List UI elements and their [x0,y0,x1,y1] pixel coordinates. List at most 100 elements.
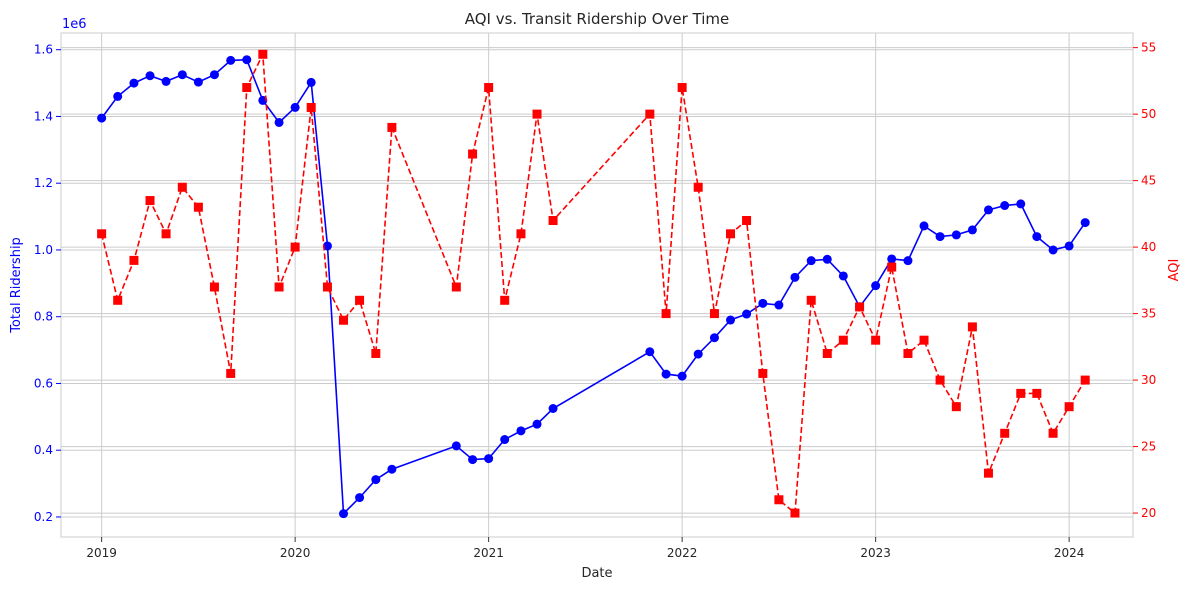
x-tick-label: 2020 [280,546,311,560]
y-right-tick-label: 30 [1141,373,1156,387]
aqi-point [726,229,736,239]
y-left-tick-label: 1.2 [34,176,53,190]
ridership-point [193,77,203,87]
ridership-point [774,300,784,310]
aqi-point [790,508,800,518]
y-right-tick-label: 20 [1141,506,1156,520]
ridership-point [645,347,655,357]
aqi-point [677,83,687,93]
ridership-point [484,454,494,464]
aqi-point [387,122,397,132]
aqi-point [129,255,139,265]
aqi-point [548,216,558,226]
ridership-point [1016,199,1026,209]
grid [61,33,1133,537]
aqi-point [1000,428,1010,438]
aqi-point [484,83,494,93]
ridership-point [226,55,236,65]
ridership-point [468,455,478,465]
ridership-point [742,309,752,319]
aqi-point [661,309,671,319]
ridership-point [726,315,736,325]
axes: 2019 2020 2021 2022 2023 2024 0.2 0.4 0.6 0.8 1.0 1… [34,41,1156,560]
aqi-point [145,196,155,206]
aqi-point [983,468,993,478]
y-right-tick-label: 45 [1141,174,1156,188]
aqi-point [532,109,542,119]
ridership-line [100,58,1086,516]
aqi-point [306,102,316,112]
aqi-point [242,83,252,93]
aqi-point [903,348,913,358]
aqi-point [1032,388,1042,398]
y-right-tick-label: 40 [1141,240,1156,254]
y-left-tick-label: 1.6 [34,43,53,57]
aqi-point [161,229,171,239]
aqi-point [209,282,219,292]
aqi-point [919,335,929,345]
y-right-axis-label: AQI [1167,259,1182,282]
aqi-point [935,375,945,385]
aqi-line [100,51,1086,515]
aqi-point [838,335,848,345]
y-left-tick-label: 1.0 [34,243,53,257]
aqi-point [516,229,526,239]
aqi-point [1048,428,1058,438]
y-right-tick-label: 35 [1141,307,1156,321]
ridership-point [355,493,365,503]
ridership-point [838,271,848,281]
ridership-point [967,225,977,235]
x-axis-label: Date [581,566,612,581]
ridership-point [983,205,993,215]
ridership-point [516,426,526,436]
ridership-point [242,55,252,65]
y-right-tick-label: 25 [1141,440,1156,454]
aqi-point [258,49,268,59]
aqi-point [887,262,897,272]
y-left-offset-text: 1e6 [62,17,87,32]
ridership-point [806,256,816,266]
ridership-point [387,464,397,474]
ridership-point [1064,241,1074,251]
ridership-point [951,230,961,240]
ridership-point [290,102,300,112]
y-left-tick-label: 0.6 [34,376,53,390]
y-left-tick-label: 0.4 [34,443,53,457]
aqi-point [113,295,123,305]
ridership-point [161,76,171,86]
aqi-point [371,348,381,358]
ridership-point [97,113,107,123]
ridership-point [790,272,800,282]
ridership-point [532,419,542,429]
ridership-point [322,241,332,251]
ridership-point [709,333,719,343]
ridership-point [145,71,155,81]
aqi-point [226,368,236,378]
y-right-tick-label: 55 [1141,41,1156,55]
aqi-point [290,242,300,252]
y-left-tick-label: 0.2 [34,510,53,524]
ridership-point [887,254,897,264]
aqi-point [274,282,284,292]
ridership-point [1032,232,1042,242]
x-tick-label: 2023 [860,546,891,560]
aqi-point [339,315,349,325]
aqi-point [806,295,816,305]
x-tick-label: 2022 [667,546,698,560]
ridership-point [306,77,316,87]
ridership-point [177,70,187,80]
aqi-point [774,495,784,505]
ridership-point [113,91,123,101]
aqi-point [322,282,332,292]
ridership-point [274,117,284,127]
x-tick-label: 2021 [473,546,504,560]
chart-title: AQI vs. Transit Ridership Over Time [465,10,730,28]
y-left-tick-label: 1.4 [34,109,53,123]
ridership-point [919,221,929,231]
aqi-point [645,109,655,119]
ridership-point [935,232,945,242]
ridership-point [500,435,510,445]
aqi-point [451,282,461,292]
aqi-point [742,216,752,226]
